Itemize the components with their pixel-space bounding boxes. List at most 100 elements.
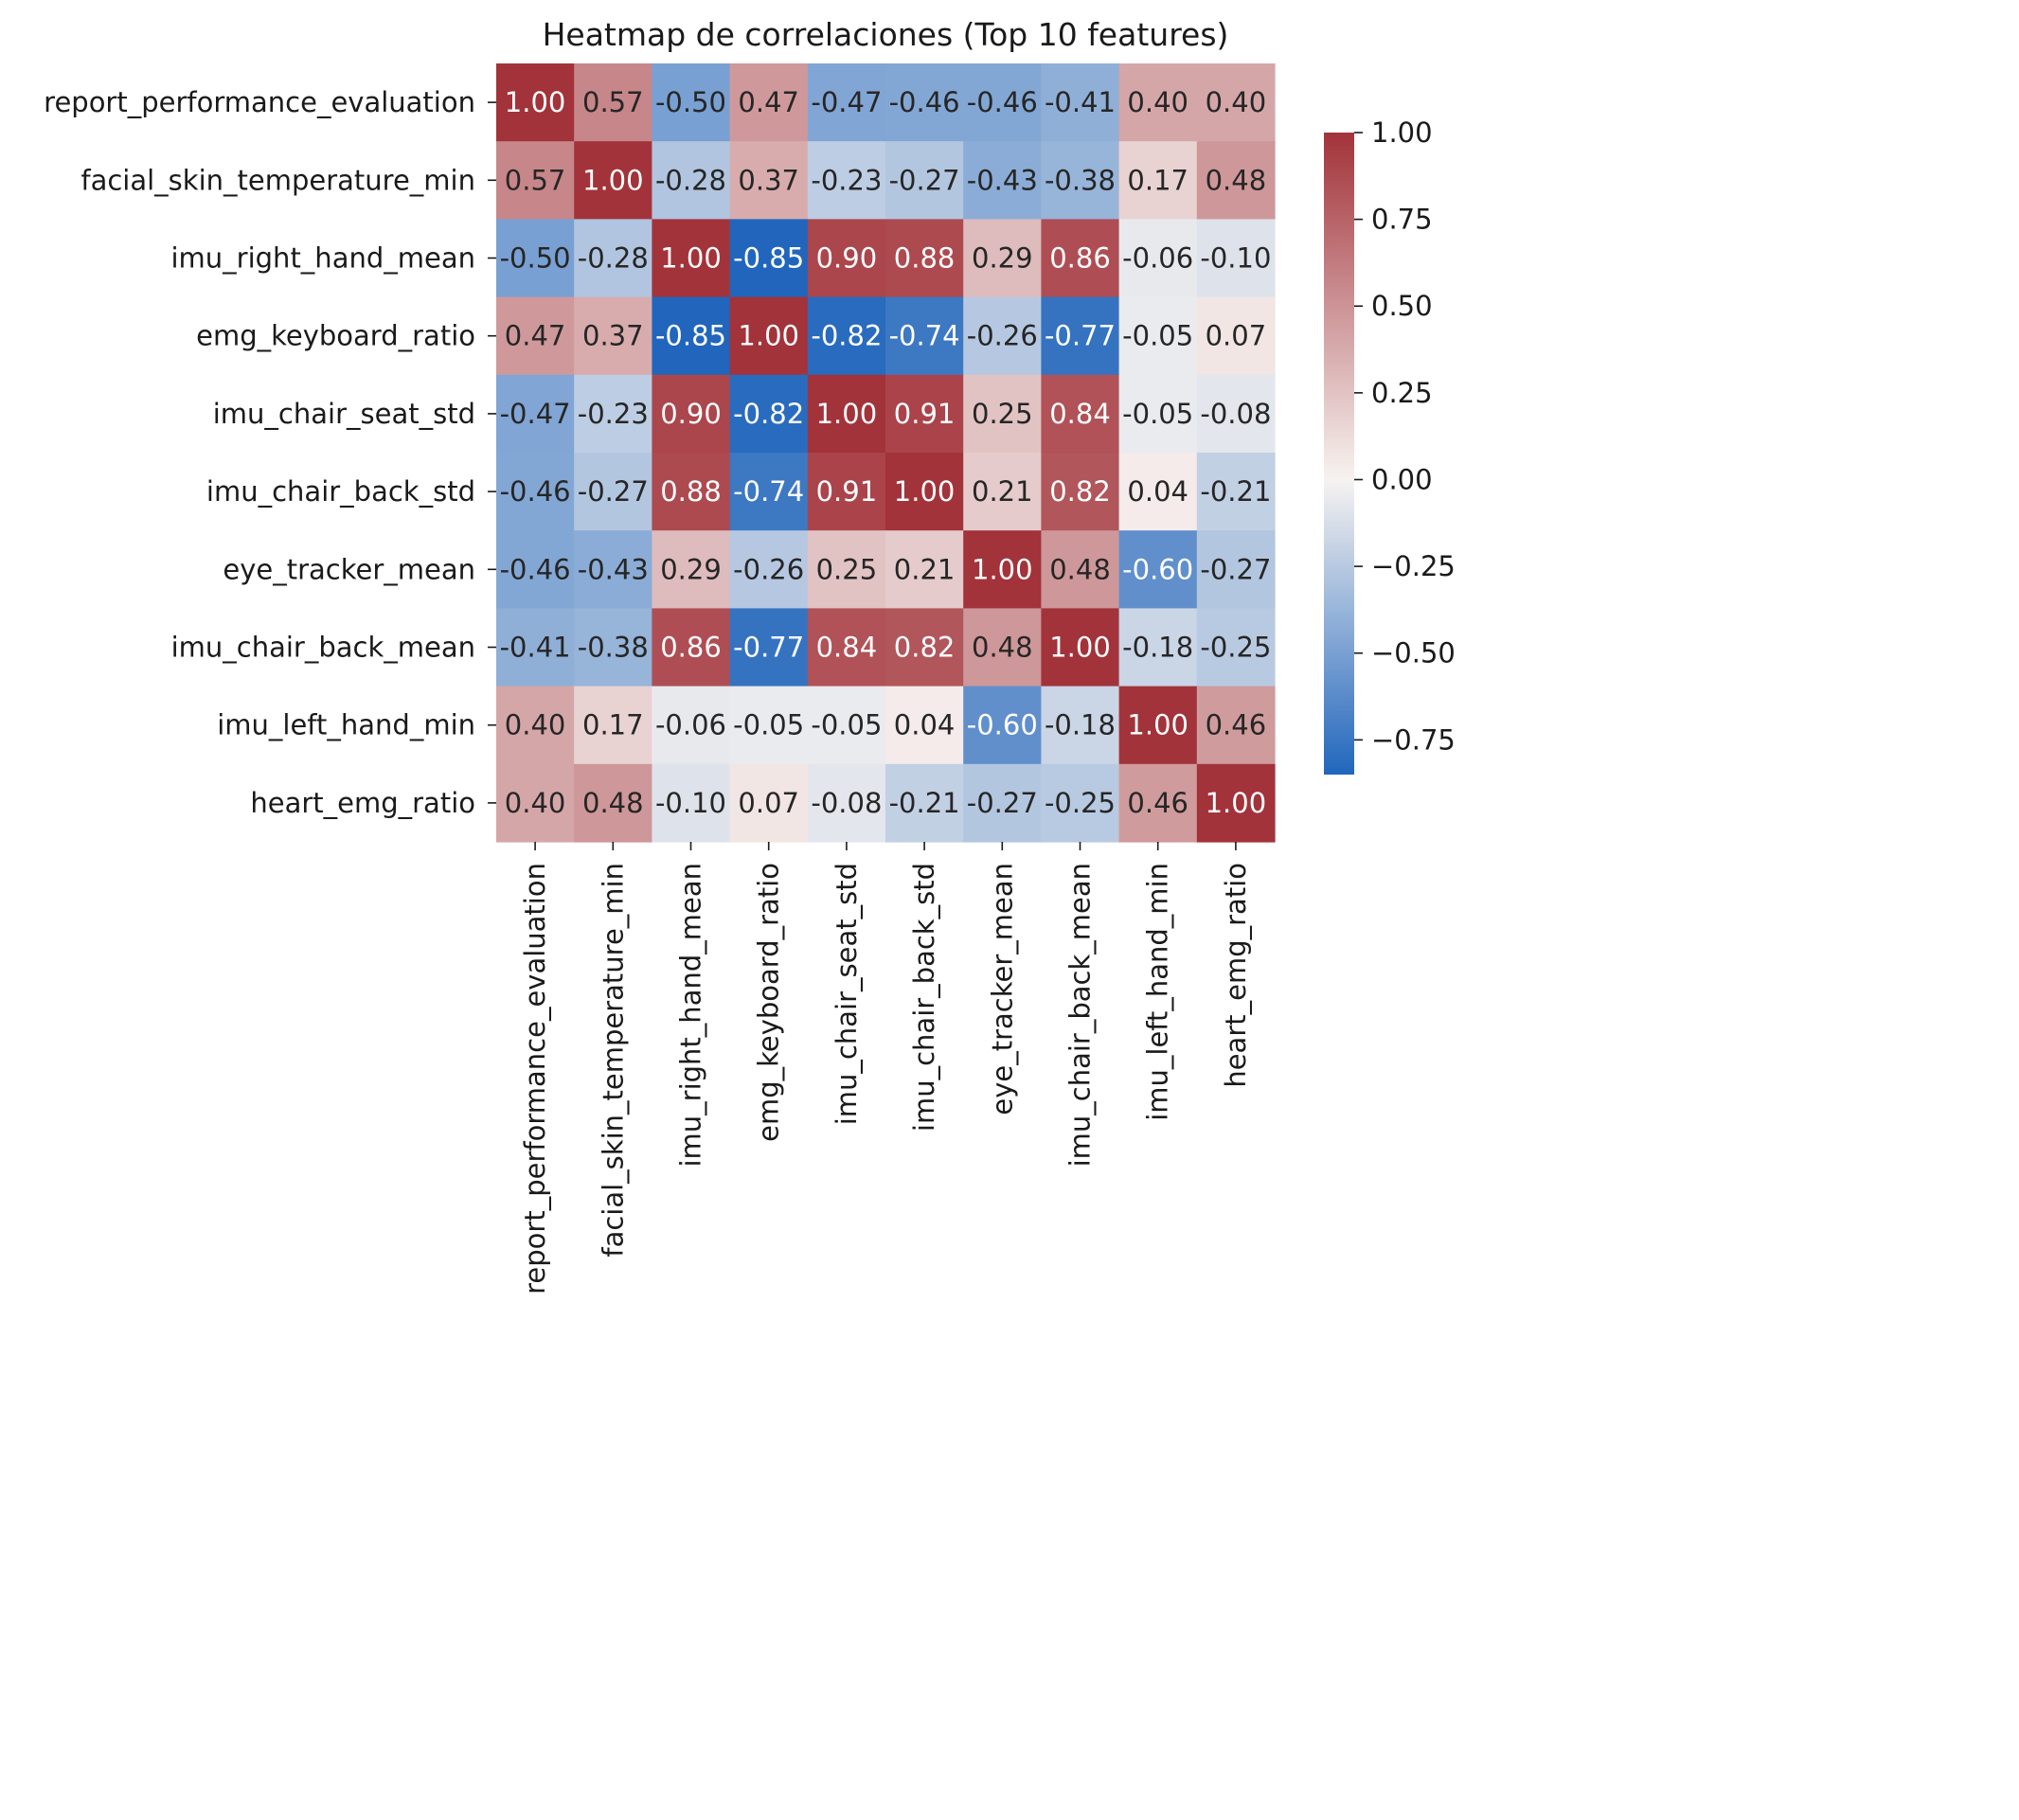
heatmap-cell	[1196, 608, 1276, 687]
cell-value-label: 1.00	[505, 86, 566, 118]
cell-value-label: 0.90	[660, 398, 722, 430]
cell-value-label: 0.82	[1049, 475, 1111, 508]
heatmap-cell	[729, 530, 809, 609]
heatmap-cell	[729, 453, 809, 531]
cell-value-label: -0.23	[811, 164, 882, 196]
heatmap-cell	[496, 141, 575, 220]
heatmap-cell	[496, 453, 575, 531]
cell-value-label: -0.47	[811, 86, 882, 118]
heatmap-chart: Heatmap de correlaciones (Top 10 feature…	[44, 16, 1456, 1294]
heatmap-cell	[652, 63, 731, 142]
heatmap-cell	[574, 374, 652, 454]
colorbar: 1.00 0.75 0.50 0.25 0.00 −0.25 −0.50 −0.75	[1324, 116, 1456, 775]
heatmap-cell	[1118, 141, 1198, 220]
heatmap-cell	[574, 608, 652, 687]
heatmap-cell	[1118, 63, 1198, 142]
heatmap-cell	[807, 141, 886, 220]
heatmap-cell	[1196, 374, 1276, 454]
cell-value-label: 0.47	[738, 86, 799, 118]
column-tick-label: imu_right_hand_mean	[675, 863, 707, 1168]
column-tick-label: eye_tracker_mean	[986, 863, 1018, 1115]
heatmap-cell	[496, 763, 575, 843]
colorbar-tick-label: 0.25	[1371, 377, 1433, 409]
colorbar-tick-label: −0.75	[1371, 723, 1456, 756]
heatmap-cell	[963, 219, 1042, 298]
heatmap-cell	[496, 296, 575, 376]
heatmap-cell	[496, 63, 575, 142]
heatmap-cell	[1041, 453, 1120, 531]
heatmap-cell	[729, 141, 809, 220]
heatmap-cell	[652, 608, 731, 687]
cell-value-label: 0.37	[738, 164, 799, 196]
heatmap-cell	[963, 763, 1042, 843]
heatmap-cell	[807, 763, 886, 843]
cell-value-label: 0.48	[1049, 553, 1111, 585]
cell-value-label: 0.29	[660, 553, 722, 585]
heatmap-cell	[496, 374, 575, 454]
heatmap-cell	[807, 608, 886, 687]
column-tick-labels: report_performance_evaluation facial_skin…	[519, 842, 1252, 1294]
cell-value-label: -0.60	[1122, 553, 1193, 585]
cell-value-label: -0.27	[967, 787, 1038, 819]
heatmap-cell	[885, 453, 964, 531]
row-tick-label: imu_right_hand_mean	[170, 242, 475, 275]
cell-value-label: -0.47	[500, 398, 571, 430]
cell-value-label: 0.88	[660, 475, 722, 508]
cell-value-label: 0.37	[582, 320, 644, 352]
cell-value-label: -0.77	[733, 632, 804, 664]
cell-value-label: 0.86	[1049, 242, 1111, 275]
colorbar-tick-label: 0.75	[1371, 204, 1433, 236]
heatmap-cell	[574, 530, 652, 609]
heatmap-cell	[963, 453, 1042, 531]
cell-value-label: 0.86	[660, 632, 722, 664]
row-tick-label: facial_skin_temperature_min	[80, 164, 475, 196]
column-tick-label: imu_chair_back_std	[908, 863, 940, 1132]
cell-value-label: -0.23	[578, 398, 649, 430]
cell-value-label: -0.74	[889, 320, 960, 352]
heatmap-cell	[729, 608, 809, 687]
heatmap-cell	[807, 453, 886, 531]
cell-value-label: -0.46	[500, 553, 571, 585]
cell-value-label: -0.21	[1200, 475, 1271, 508]
column-tick-label: facial_skin_temperature_min	[597, 863, 629, 1258]
heatmap-cell	[1196, 530, 1276, 609]
row-tick-label: emg_keyboard_ratio	[196, 320, 475, 352]
row-tick-label: imu_chair_back_mean	[171, 632, 475, 664]
cell-value-label: 0.17	[1127, 164, 1188, 196]
heatmap-cell	[652, 141, 731, 220]
heatmap-cell	[574, 141, 652, 220]
cell-value-label: -0.82	[733, 398, 804, 430]
heatmap-cell	[574, 453, 652, 531]
cell-value-label: 0.21	[972, 475, 1033, 508]
heatmap-cell	[885, 219, 964, 298]
cell-value-label: 1.00	[1127, 709, 1188, 741]
heatmap-cell	[1196, 141, 1276, 220]
heatmap-cell	[1118, 763, 1198, 843]
heatmap-cell	[1196, 63, 1276, 142]
row-tick-label: imu_left_hand_min	[217, 709, 475, 741]
cell-value-label: 0.29	[972, 242, 1033, 275]
cell-value-label: -0.10	[655, 787, 726, 819]
heatmap-cell	[574, 296, 652, 376]
heatmap-cell	[496, 530, 575, 609]
column-tick-label: imu_left_hand_min	[1142, 863, 1174, 1121]
cell-value-label: -0.26	[967, 320, 1038, 352]
heatmap-cell	[885, 374, 964, 454]
heatmap-cell	[1118, 608, 1198, 687]
heatmap-cell	[1041, 686, 1120, 765]
cell-value-label: 1.00	[582, 164, 644, 196]
column-tick-label: heart_emg_ratio	[1220, 863, 1252, 1088]
colorbar-gradient	[1324, 133, 1354, 775]
row-tick-label: imu_chair_back_std	[206, 475, 475, 508]
heatmap-cell	[729, 374, 809, 454]
cell-value-label: -0.82	[811, 320, 882, 352]
heatmap-cell	[729, 686, 809, 765]
heatmap-cell	[1041, 219, 1120, 298]
column-tick-label: emg_keyboard_ratio	[753, 863, 785, 1142]
row-tick-label: imu_chair_seat_std	[213, 398, 475, 430]
cell-value-label: 0.91	[816, 475, 878, 508]
cell-value-label: -0.25	[1045, 787, 1116, 819]
cell-value-label: 1.00	[660, 242, 722, 275]
heatmap-cell	[807, 686, 886, 765]
heatmap-cell	[1041, 530, 1120, 609]
